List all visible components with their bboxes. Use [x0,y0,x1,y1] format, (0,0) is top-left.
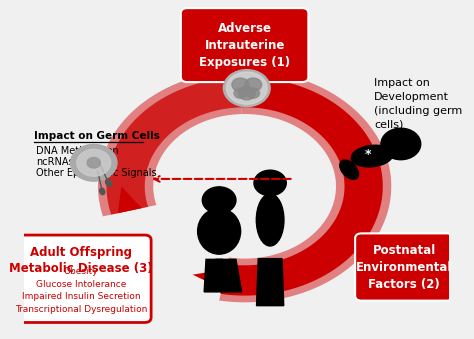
Circle shape [238,86,255,100]
Circle shape [77,149,111,176]
Text: Adult Offspring
Metabolic Disease (3): Adult Offspring Metabolic Disease (3) [9,245,153,275]
Polygon shape [215,259,242,292]
Text: *: * [365,148,372,161]
Circle shape [245,78,262,92]
Polygon shape [219,70,391,302]
Circle shape [232,78,249,92]
Ellipse shape [256,194,284,246]
Text: Adverse
Intrauterine
Exposures (1): Adverse Intrauterine Exposures (1) [199,22,290,68]
Polygon shape [220,77,383,296]
Polygon shape [192,270,226,288]
Text: Other Epigenetic Signals: Other Epigenetic Signals [36,167,157,178]
Polygon shape [256,259,284,306]
Text: DNA Methylation: DNA Methylation [36,146,119,156]
Ellipse shape [100,188,105,195]
Polygon shape [204,259,223,292]
Text: Impact on
Development
(including germ
cells): Impact on Development (including germ ce… [374,78,463,130]
Polygon shape [98,71,241,216]
Circle shape [71,144,117,181]
Text: ncRNAs: ncRNAs [36,157,74,167]
Ellipse shape [106,179,112,186]
Circle shape [87,158,100,168]
FancyBboxPatch shape [11,235,151,322]
Polygon shape [118,186,142,213]
Circle shape [223,69,270,107]
Text: Impact on Germ Cells: Impact on Germ Cells [34,131,160,141]
Circle shape [254,170,286,196]
Polygon shape [107,77,241,215]
FancyBboxPatch shape [181,8,309,82]
Circle shape [227,72,267,104]
Text: Obesity
Glucose Intolerance
Impaired Insulin Secretion
Transcriptional Dysregula: Obesity Glucose Intolerance Impaired Ins… [15,267,147,314]
FancyBboxPatch shape [355,233,453,301]
Circle shape [381,128,421,160]
Ellipse shape [198,208,241,254]
Circle shape [202,187,236,214]
Text: Postnatal
Environmental
Factors (2): Postnatal Environmental Factors (2) [356,243,452,291]
Ellipse shape [351,145,393,167]
Ellipse shape [340,160,359,179]
Circle shape [247,88,259,98]
Circle shape [234,88,247,98]
